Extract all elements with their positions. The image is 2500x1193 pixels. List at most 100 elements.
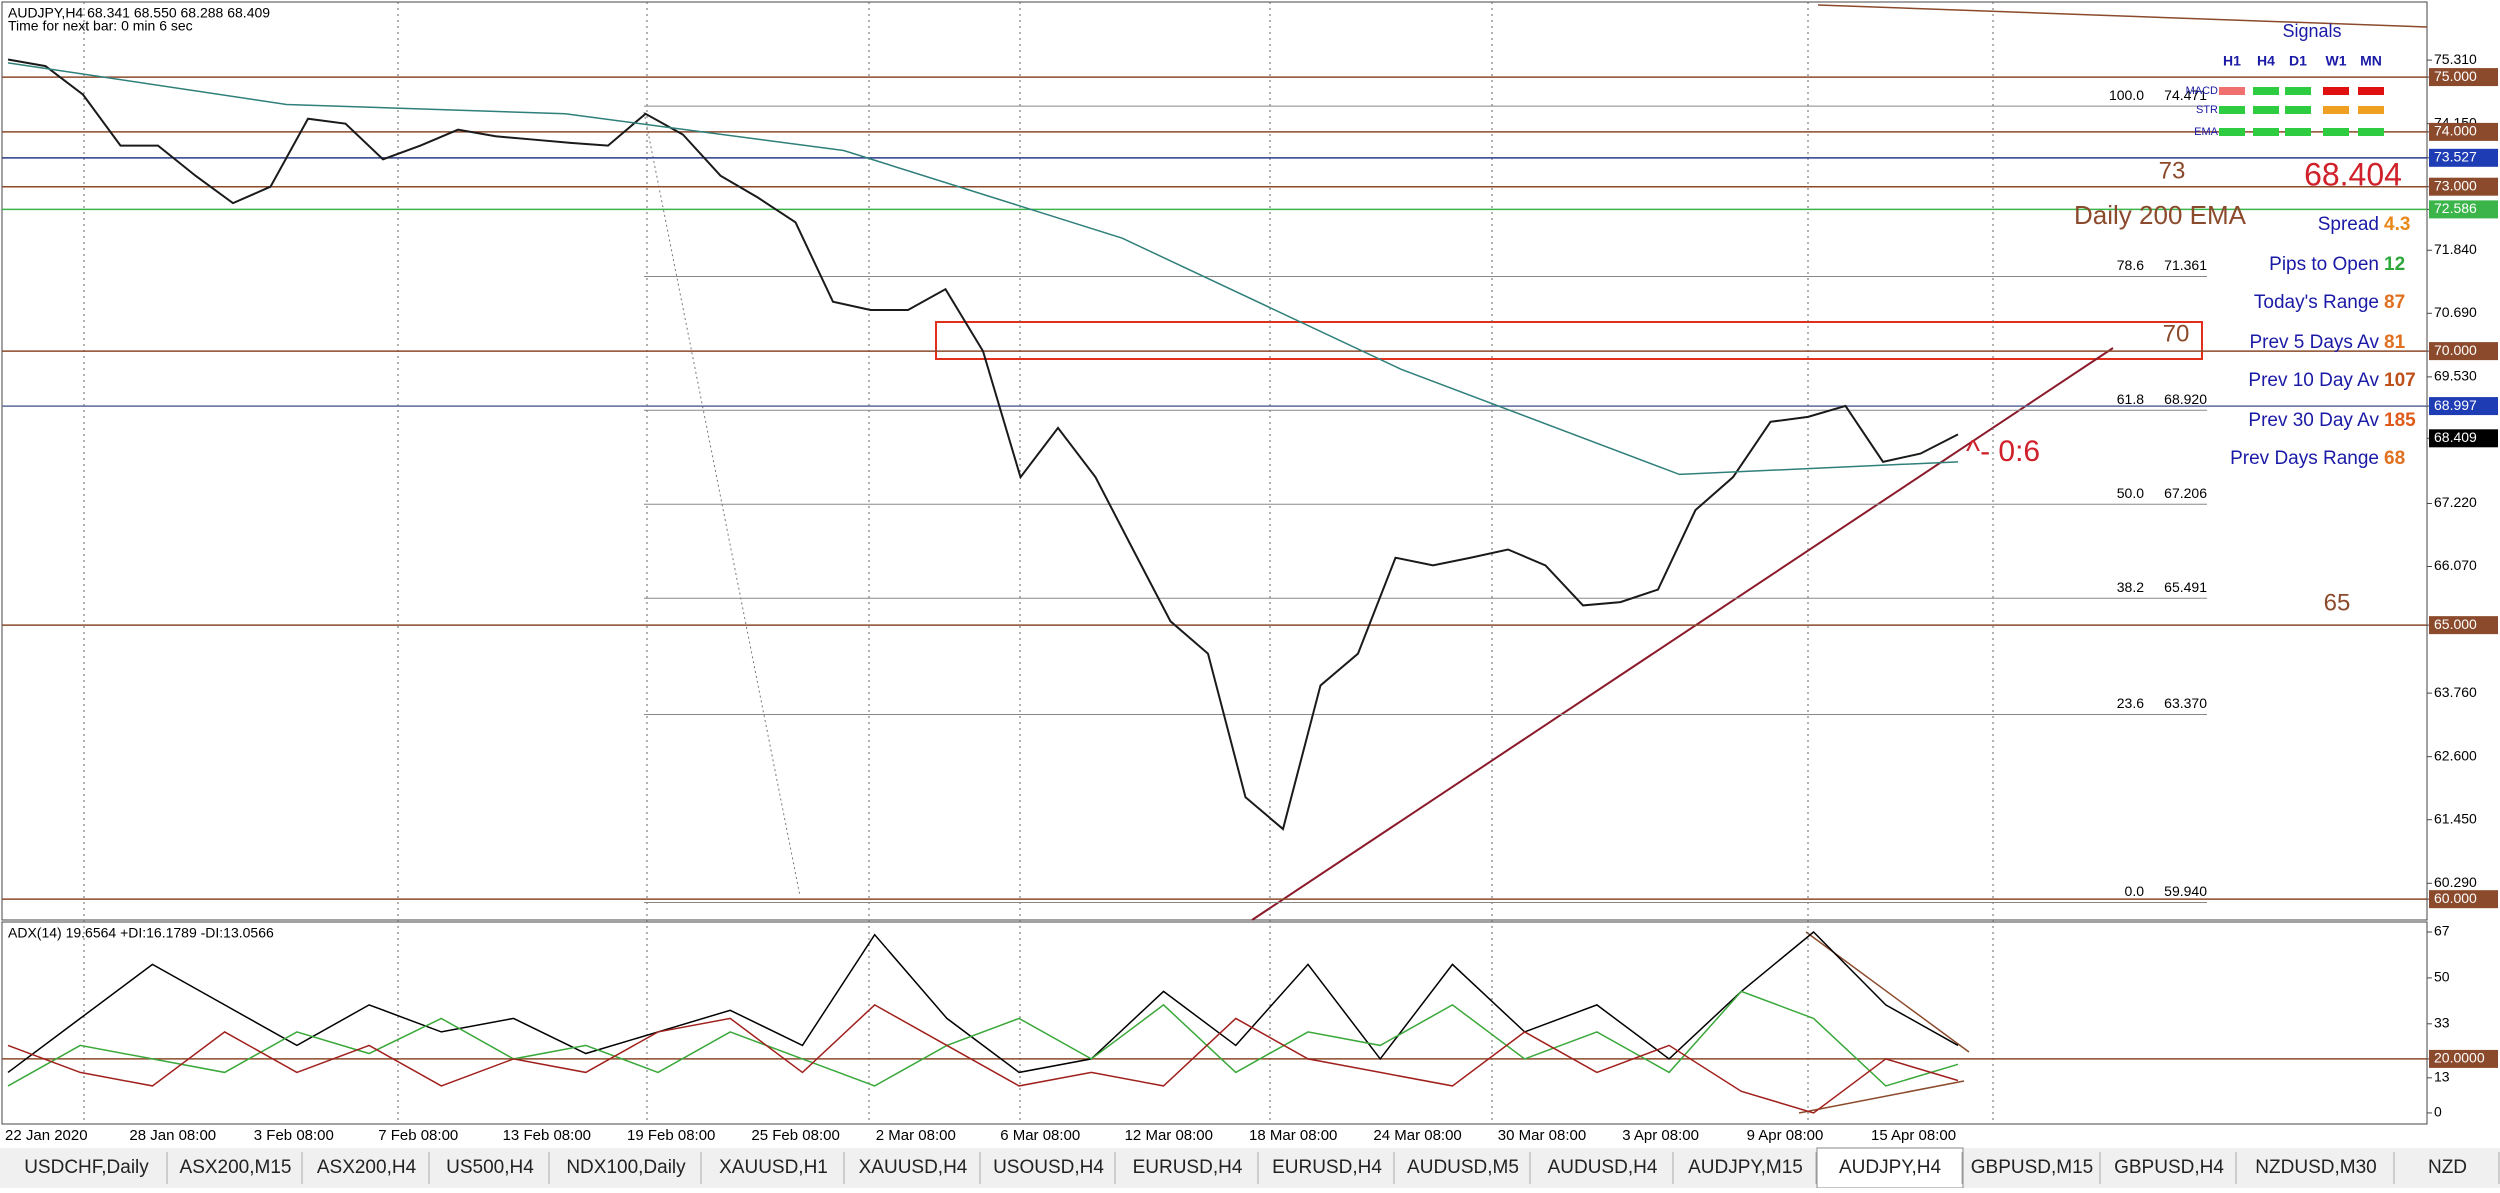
tab[interactable]: AUDJPY,M15 xyxy=(1688,1157,1803,1178)
x-tick-label: 18 Mar 08:00 xyxy=(1249,1127,1337,1144)
signal-block xyxy=(2323,128,2349,136)
price-tag xyxy=(2429,342,2498,361)
tab[interactable]: ASX200,M15 xyxy=(180,1157,292,1178)
x-tick-label: 3 Feb 08:00 xyxy=(254,1127,334,1144)
tab[interactable]: NZD xyxy=(2428,1157,2467,1178)
tab[interactable]: GBPUSD,M15 xyxy=(1971,1157,2093,1178)
tab[interactable]: AUDUSD,H4 xyxy=(1548,1157,1658,1178)
signal-block xyxy=(2253,128,2279,136)
y-tick-label: 60.290 xyxy=(2434,874,2477,890)
price-tag xyxy=(2429,429,2498,448)
annotation: ^- 0:6 xyxy=(1966,435,2040,468)
x-tick-label: 13 Feb 08:00 xyxy=(503,1127,591,1144)
stat-label: Prev 10 Day Av xyxy=(2248,370,2379,391)
x-tick-label: 2 Mar 08:00 xyxy=(876,1127,956,1144)
tab[interactable]: AUDJPY,H4 xyxy=(1839,1157,1942,1178)
annotation: Daily 200 EMA xyxy=(2074,200,2247,230)
y-tick-label: 70.000 xyxy=(2434,342,2477,358)
series-line xyxy=(7,930,1959,1074)
signal-row: EMA xyxy=(2194,126,2219,138)
x-tick-label: 9 Apr 08:00 xyxy=(1747,1127,1824,1144)
tab[interactable]: USDCHF,Daily xyxy=(24,1157,149,1178)
fib-anchor-line xyxy=(643,111,801,897)
fib-price: 67.206 xyxy=(2164,485,2207,501)
signal-block xyxy=(2253,87,2279,95)
tab[interactable]: US500,H4 xyxy=(446,1157,534,1178)
main-panel xyxy=(1,1,2428,921)
stat-label: Prev 5 Days Av xyxy=(2249,332,2379,353)
y-tick-label: 69.530 xyxy=(2434,368,2477,384)
signal-block xyxy=(2285,106,2311,114)
signals-title: Signals xyxy=(2282,21,2341,41)
fib-ratio: 38.2 xyxy=(2117,579,2144,595)
y-tick-label: 65.000 xyxy=(2434,616,2477,632)
y-tick-label: 61.450 xyxy=(2434,810,2477,826)
signal-column: D1 xyxy=(2289,53,2307,69)
signal-block xyxy=(2358,106,2384,114)
fib-ratio: 78.6 xyxy=(2117,257,2144,273)
tab[interactable]: AUDUSD,M5 xyxy=(1407,1157,1519,1178)
stat-value: 81 xyxy=(2384,332,2406,353)
stat-value: 4.3 xyxy=(2384,214,2410,235)
signal-column: H4 xyxy=(2257,53,2275,69)
stat-label: Prev Days Range xyxy=(2230,448,2379,469)
annotation: 73 xyxy=(2159,157,2186,184)
stat-value: 185 xyxy=(2384,410,2416,431)
adx-title: ADX(14) 19.6564 +DI:16.1789 -DI:13.0566 xyxy=(8,925,274,941)
fib-ratio: 61.8 xyxy=(2117,391,2144,407)
tab[interactable]: USOUSD,H4 xyxy=(993,1157,1104,1178)
stat-value: 12 xyxy=(2384,254,2405,275)
y-tick-label: 73.000 xyxy=(2434,177,2477,193)
price-tag xyxy=(2429,1049,2498,1068)
annotation: 70 xyxy=(2163,320,2190,347)
tab[interactable]: XAUUSD,H1 xyxy=(719,1157,828,1178)
signal-row: MACD xyxy=(2186,85,2218,97)
signal-row: STR xyxy=(2196,104,2218,116)
fib-price: 65.491 xyxy=(2164,579,2207,595)
trend-line xyxy=(1251,347,2114,921)
signal-block xyxy=(2358,87,2384,95)
x-tick-label: 12 Mar 08:00 xyxy=(1125,1127,1213,1144)
signal-block xyxy=(2219,87,2245,95)
tab[interactable]: EURUSD,H4 xyxy=(1272,1157,1382,1178)
series-line xyxy=(7,990,1959,1087)
stat-value: 87 xyxy=(2384,292,2405,313)
series-line xyxy=(7,62,1959,476)
y-tick-label: 70.690 xyxy=(2434,304,2477,320)
tab[interactable]: XAUUSD,H4 xyxy=(859,1157,968,1178)
fib-ratio: 0.0 xyxy=(2125,883,2145,899)
signal-block xyxy=(2219,128,2245,136)
signal-block xyxy=(2358,128,2384,136)
x-tick-label: 15 Apr 08:00 xyxy=(1871,1127,1956,1144)
timer: Time for next bar: 0 min 6 sec xyxy=(8,18,193,34)
x-tick-label: 25 Feb 08:00 xyxy=(751,1127,839,1144)
signal-block xyxy=(2253,106,2279,114)
y-tick-label: 75.310 xyxy=(2434,51,2477,67)
x-tick-label: 30 Mar 08:00 xyxy=(1498,1127,1586,1144)
x-tick-label: 22 Jan 2020 xyxy=(5,1127,88,1144)
series-line xyxy=(7,1003,1959,1114)
y-tick-label: 75.000 xyxy=(2434,68,2477,84)
y-tick-label: 66.070 xyxy=(2434,557,2477,573)
tab[interactable]: EURUSD,H4 xyxy=(1133,1157,1243,1178)
adx-trend-line xyxy=(1798,1080,1965,1114)
price-tag xyxy=(2429,148,2498,167)
y-tick-label: 0 xyxy=(2434,1104,2442,1120)
price-tag xyxy=(2429,397,2498,416)
x-tick-label: 3 Apr 08:00 xyxy=(1622,1127,1699,1144)
x-tick-label: 24 Mar 08:00 xyxy=(1373,1127,1461,1144)
fib-price: 71.361 xyxy=(2164,257,2207,273)
tab[interactable]: ASX200,H4 xyxy=(317,1157,417,1178)
signal-block xyxy=(2285,128,2311,136)
tab[interactable]: NZDUSD,M30 xyxy=(2255,1157,2376,1178)
tab[interactable]: GBPUSD,H4 xyxy=(2114,1157,2224,1178)
tab[interactable]: NDX100,Daily xyxy=(566,1157,686,1178)
tab-active[interactable] xyxy=(1816,1147,1964,1189)
stat-label: Spread xyxy=(2318,214,2379,235)
stat-label: Today's Range xyxy=(2254,292,2379,313)
signal-column: H1 xyxy=(2223,53,2241,69)
y-tick-label: 68.997 xyxy=(2434,397,2477,413)
zone-box xyxy=(935,321,2203,360)
